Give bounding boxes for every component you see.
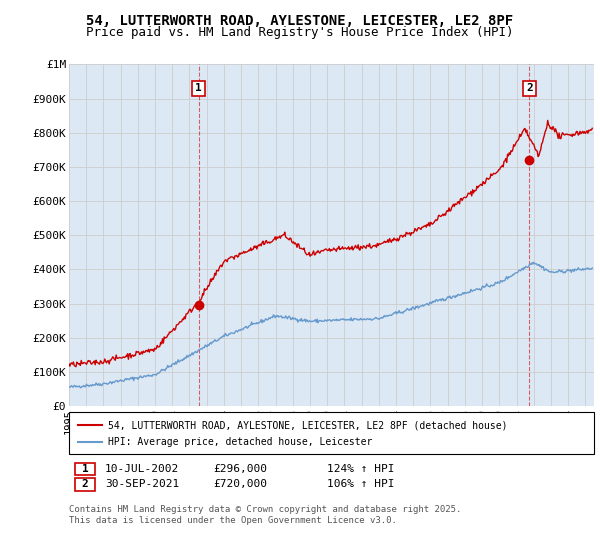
Text: HPI: Average price, detached house, Leicester: HPI: Average price, detached house, Leic…: [108, 437, 373, 447]
Text: 2: 2: [82, 479, 88, 489]
Text: 30-SEP-2021: 30-SEP-2021: [105, 479, 179, 489]
Text: 106% ↑ HPI: 106% ↑ HPI: [327, 479, 395, 489]
Text: 2: 2: [526, 83, 533, 94]
Text: 10-JUL-2002: 10-JUL-2002: [105, 464, 179, 474]
Text: 54, LUTTERWORTH ROAD, AYLESTONE, LEICESTER, LE2 8PF: 54, LUTTERWORTH ROAD, AYLESTONE, LEICEST…: [86, 14, 514, 28]
Text: 54, LUTTERWORTH ROAD, AYLESTONE, LEICESTER, LE2 8PF (detached house): 54, LUTTERWORTH ROAD, AYLESTONE, LEICEST…: [108, 420, 508, 430]
Text: £720,000: £720,000: [213, 479, 267, 489]
Text: Contains HM Land Registry data © Crown copyright and database right 2025.
This d: Contains HM Land Registry data © Crown c…: [69, 505, 461, 525]
Text: Price paid vs. HM Land Registry's House Price Index (HPI): Price paid vs. HM Land Registry's House …: [86, 26, 514, 39]
Text: 1: 1: [195, 83, 202, 94]
Text: 124% ↑ HPI: 124% ↑ HPI: [327, 464, 395, 474]
Text: £296,000: £296,000: [213, 464, 267, 474]
Text: 1: 1: [82, 464, 88, 474]
